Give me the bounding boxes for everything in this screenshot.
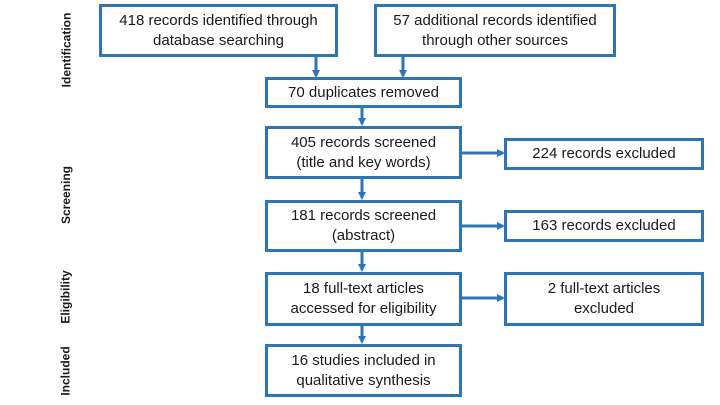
box-studies-included: 16 studies included in qualitative synth… bbox=[265, 344, 462, 397]
box-other-source-records: 57 additional records identified through… bbox=[374, 4, 616, 57]
box-title-excluded: 224 records excluded bbox=[504, 138, 704, 170]
box-title-screening: 405 records screened (title and key word… bbox=[265, 126, 462, 179]
stage-label-eligibility: Eligibility bbox=[59, 270, 73, 324]
box-full-text-assessed: 18 full-text articles accessed for eligi… bbox=[265, 272, 462, 326]
box-full-text-excluded: 2 full-text articles excluded bbox=[504, 272, 704, 326]
box-abstract-screening: 181 records screened (abstract) bbox=[265, 200, 462, 252]
stage-label-included: Included bbox=[59, 346, 73, 396]
box-duplicates-removed: 70 duplicates removed bbox=[265, 77, 462, 108]
box-abstract-excluded: 163 records excluded bbox=[504, 210, 704, 242]
stage-label-screening: Screening bbox=[59, 165, 73, 225]
box-database-records: 418 records identified through database … bbox=[99, 4, 338, 57]
stage-label-identification: Identification bbox=[59, 12, 74, 88]
